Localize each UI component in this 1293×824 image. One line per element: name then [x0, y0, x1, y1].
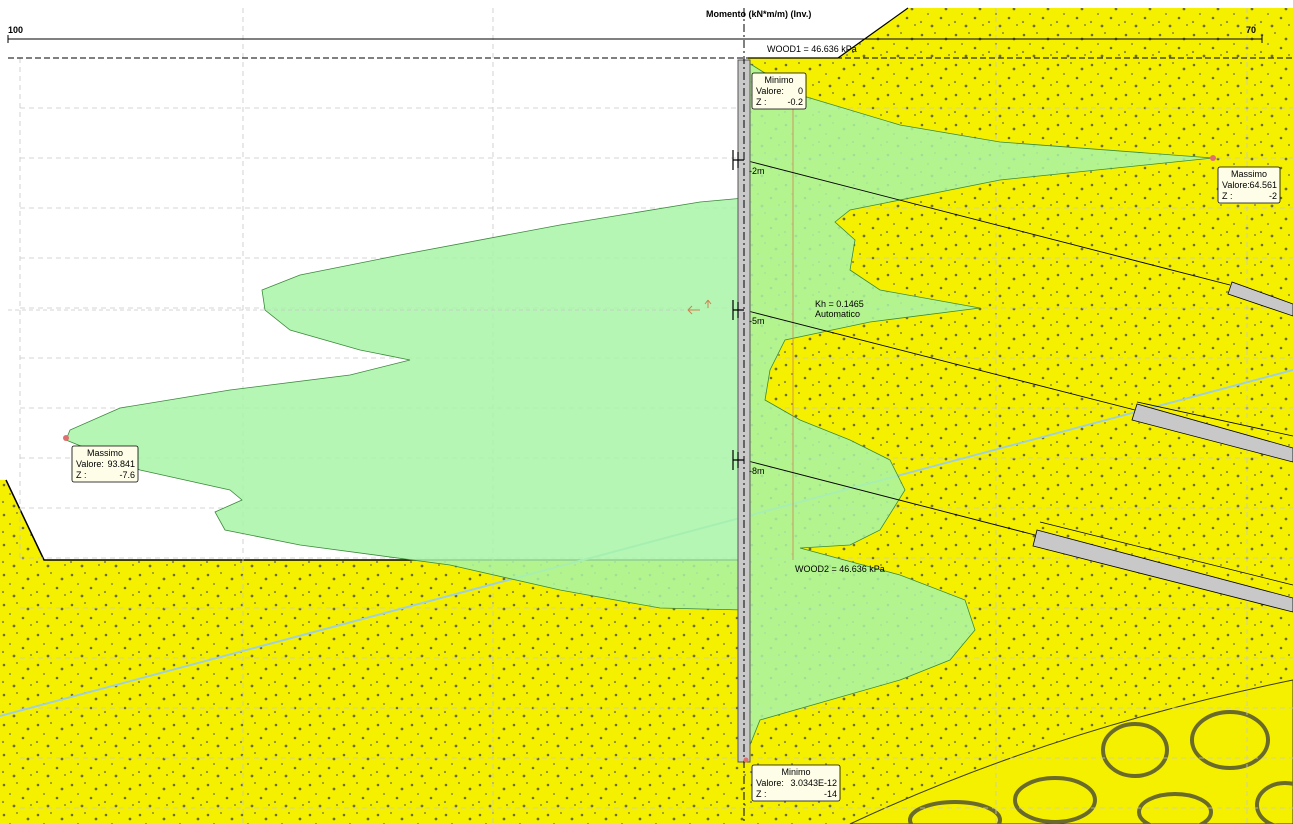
max-left-point [63, 435, 69, 441]
annotation-z-label: Z : [76, 470, 87, 480]
kh-label: Kh = 0.1465 [815, 299, 864, 309]
annotation-valore: 0 [798, 86, 803, 96]
annotation-title: Massimo [1231, 169, 1267, 179]
wood1-label: WOOD1 = 46.636 kPa [767, 44, 857, 54]
anchors [743, 159, 1293, 613]
annotation-min-bottom: Minimo Valore: 3.0343E-12 Z : -14 [751, 764, 841, 802]
anchor-1-depth: -2m [749, 166, 765, 176]
annotation-valore-label: Valore: [756, 86, 784, 96]
scale-right-label: 70 [1246, 25, 1256, 35]
annotation-valore-label: Valore: [1222, 180, 1250, 190]
moment-diagram-area [65, 59, 1214, 761]
anchor-2-tendon [743, 309, 1136, 411]
annotation-valore-label: Valore: [756, 778, 784, 788]
annotation-z: -2 [1269, 191, 1277, 201]
annotation-z: -7.6 [119, 470, 135, 480]
chart-title: Momento (kN*m/m) (Inv.) [706, 9, 811, 19]
boulder-layer [849, 679, 1293, 824]
max-right-point [1210, 155, 1216, 161]
annotation-z-label: Z : [1222, 191, 1233, 201]
boulders [908, 710, 1293, 824]
anchor-1-bulb [1227, 281, 1293, 317]
kh-mode: Automatico [815, 309, 860, 319]
annotation-valore: 64.561 [1249, 180, 1277, 190]
annotation-title: Massimo [87, 448, 123, 458]
seismic-arrow-icon [687, 299, 712, 315]
annotation-title: Minimo [781, 767, 810, 777]
annotation-z: -0.2 [787, 97, 803, 107]
wood2-label: WOOD2 = 46.636 kPa [795, 564, 885, 574]
anchor-3-bulb [1032, 529, 1293, 613]
anchor-2-depth: -5m [749, 316, 765, 326]
anchor-3-sleeve [1039, 521, 1293, 586]
min-bottom-point [743, 757, 749, 763]
annotation-max-right: Massimo Valore: 64.561 Z : -2 [1217, 166, 1281, 204]
annotation-title: Minimo [764, 75, 793, 85]
anchor-1-tendon [743, 159, 1231, 286]
annotation-max-left: Massimo Valore: 93.841 Z : -7.6 [71, 445, 139, 483]
anchor-heads [732, 150, 744, 470]
annotation-valore-label: Valore: [76, 459, 104, 469]
annotation-z: -14 [824, 789, 837, 799]
scale-left-label: 100 [8, 25, 23, 35]
anchor-3-tendon [743, 459, 1036, 536]
anchor-3-depth: -8m [749, 466, 765, 476]
annotation-z-label: Z : [756, 97, 767, 107]
anchor-2-bulb [1131, 403, 1293, 463]
anchor-2-sleeve [1136, 401, 1293, 437]
top-scale: 100 70 Momento (kN*m/m) (Inv.) [7, 9, 1263, 43]
annotation-valore: 93.841 [107, 459, 135, 469]
annotation-z-label: Z : [756, 789, 767, 799]
annotation-min-top: Minimo Valore: 0 Z : -0.2 [751, 72, 807, 110]
annotation-valore: 3.0343E-12 [790, 778, 837, 788]
